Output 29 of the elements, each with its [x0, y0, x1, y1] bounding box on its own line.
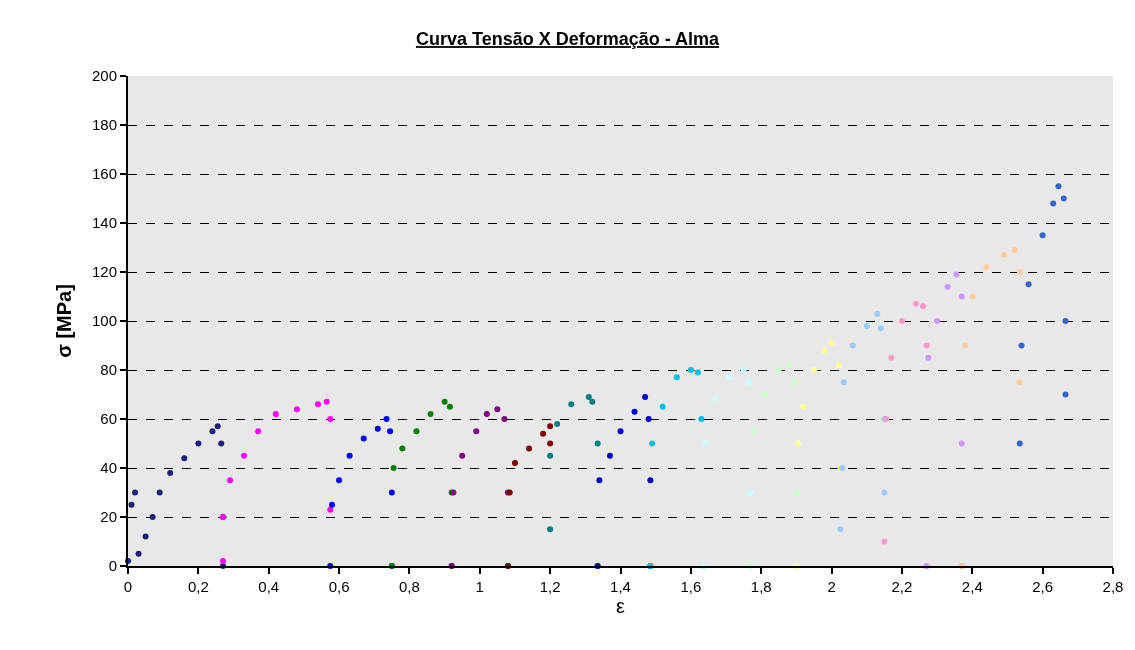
x-tick-label: 2,4	[961, 578, 983, 595]
x-tick-label: 1,4	[610, 578, 631, 595]
x-axis-title: ε	[616, 595, 626, 617]
y-tick-label: 60	[100, 410, 117, 428]
x-tick-label: 1,8	[750, 578, 772, 595]
y-tick-label: 40	[100, 459, 117, 477]
x-tick-label: 0,2	[187, 578, 209, 595]
y-tick-label: 20	[100, 508, 117, 526]
x-tick-label: 0,6	[328, 578, 350, 595]
x-tick-label: 2,6	[1032, 578, 1054, 595]
x-tick-label: 1	[475, 578, 484, 595]
x-tick-label: 0	[123, 578, 133, 595]
x-tick-label: 2,2	[891, 578, 913, 595]
y-tick-label: 200	[91, 67, 117, 85]
y-tick-label: 180	[91, 116, 117, 134]
x-tick-label: 2	[827, 578, 836, 595]
x-tick-label: 0,4	[258, 578, 280, 595]
x-tick-label: 0,8	[399, 578, 420, 595]
chart-title: Curva Tensão X Deformação - Alma	[415, 29, 721, 50]
y-tick-label: 0	[108, 557, 117, 575]
x-tick-label: 1,2	[539, 578, 561, 595]
x-tick-label: 2,8	[1102, 578, 1124, 595]
y-tick-label: 100	[91, 312, 117, 330]
y-axis-title: σ [MPa]	[52, 284, 75, 358]
y-tick-label: 120	[91, 263, 117, 281]
y-tick-label: 140	[91, 214, 117, 232]
y-tick-label: 80	[100, 361, 117, 379]
y-tick-label: 160	[91, 165, 117, 183]
x-tick-label: 1,6	[680, 578, 702, 595]
